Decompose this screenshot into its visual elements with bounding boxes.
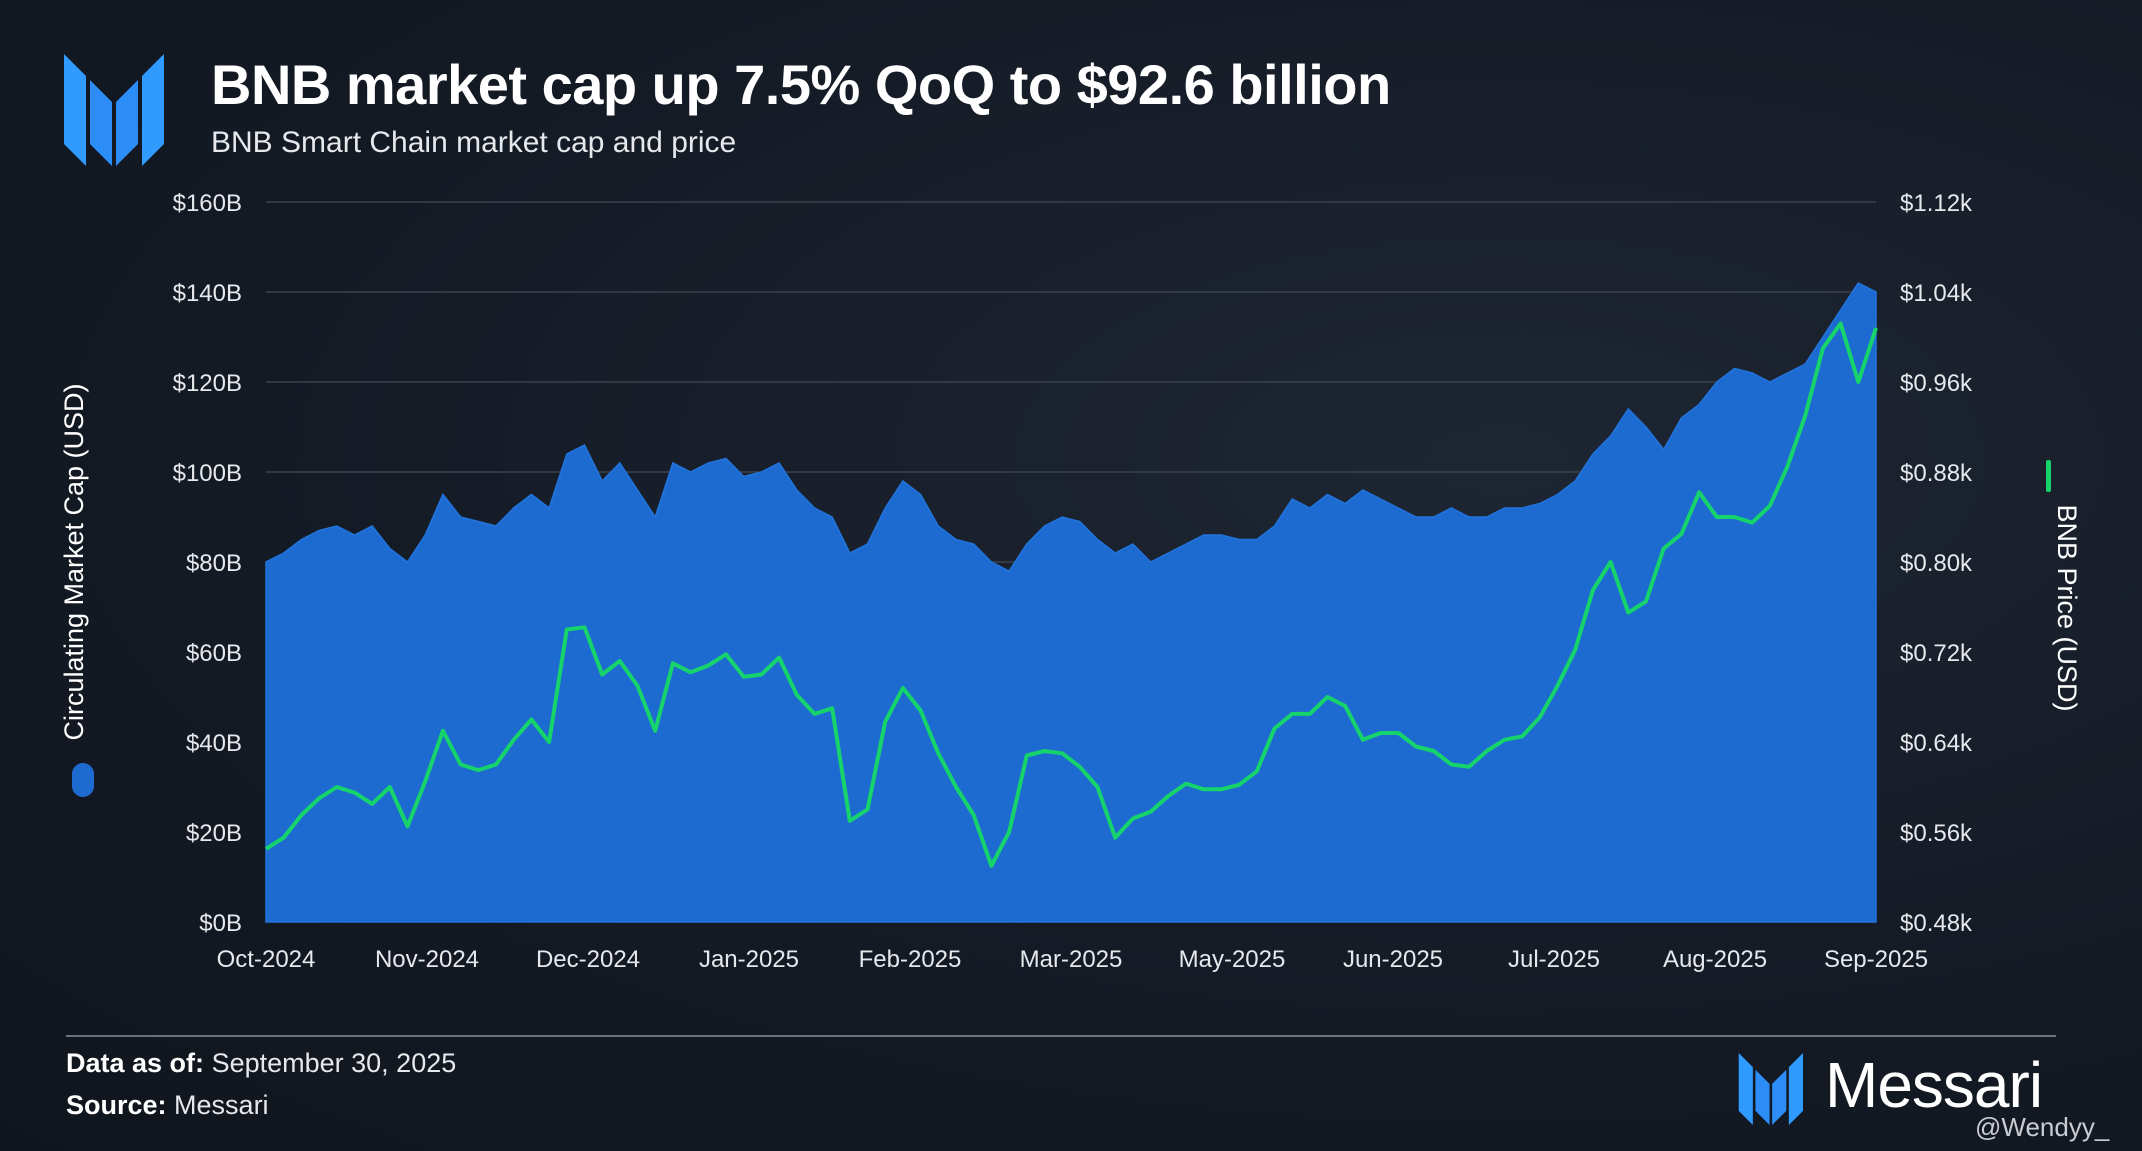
source: Source: Messari — [66, 1090, 269, 1121]
right-tick-label: $0.88k — [1900, 460, 1973, 487]
x-tick-label: Jan-2025 — [699, 946, 799, 973]
messari-wordmark: Messari — [1825, 1049, 2043, 1121]
right-tick-label: $0.48k — [1900, 910, 1973, 937]
right-axis-ticks: $0.48k $0.56k $0.64k $0.72k $0.80k $0.88k $0.9… — [1900, 190, 1973, 937]
data-as-of-label: Data as of: — [66, 1048, 205, 1078]
source-label: Source: — [66, 1090, 167, 1120]
data-as-of-value: September 30, 2025 — [211, 1048, 457, 1078]
left-tick-label: $20B — [186, 820, 242, 847]
x-tick-label: Feb-2025 — [859, 946, 962, 973]
data-as-of: Data as of: September 30, 2025 — [66, 1048, 456, 1079]
market-cap-area — [265, 282, 1877, 923]
left-tick-label: $0B — [199, 910, 242, 937]
bnb-price-line — [264, 321, 1878, 868]
page-subtitle: BNB Smart Chain market cap and price — [211, 126, 737, 159]
messari-brand-icon — [1738, 1053, 1803, 1125]
x-tick-label: Oct-2024 — [217, 946, 316, 973]
left-tick-label: $80B — [186, 550, 242, 577]
left-tick-label: $140B — [173, 280, 242, 307]
watermark: @Wendyy_ — [1975, 1112, 2110, 1142]
left-tick-label: $100B — [173, 460, 242, 487]
axis-titles: Circulating Market Cap (USD) BNB Price (U… — [59, 383, 2082, 797]
right-tick-label: $1.12k — [1900, 190, 1973, 217]
right-tick-label: $1.04k — [1900, 280, 1973, 307]
x-tick-label: May-2025 — [1179, 946, 1286, 973]
footer-divider — [66, 1035, 2056, 1037]
left-tick-label: $40B — [186, 730, 242, 757]
left-tick-label: $120B — [173, 370, 242, 397]
left-axis-title: Circulating Market Cap (USD) — [59, 383, 89, 740]
left-tick-label: $160B — [173, 190, 242, 217]
x-tick-label: Dec-2024 — [536, 946, 640, 973]
x-tick-label: Jun-2025 — [1343, 946, 1443, 973]
right-tick-label: $0.72k — [1900, 640, 1973, 667]
x-tick-label: Aug-2025 — [1663, 946, 1767, 973]
right-axis-title: BNB Price (USD) — [2052, 504, 2082, 711]
line-layer — [264, 321, 1878, 868]
left-tick-label: $60B — [186, 640, 242, 667]
right-tick-label: $0.80k — [1900, 550, 1973, 577]
messari-logo-icon — [64, 54, 164, 166]
x-tick-label: Sep-2025 — [1824, 946, 1928, 973]
x-axis-ticks: Oct-2024 Nov-2024 Dec-2024 Jan-2025 Feb-2025… — [217, 946, 1928, 973]
left-axis-ticks: $0B $20B $40B $60B $80B $100B $120B $140B $160B — [173, 190, 242, 937]
page-title: BNB market cap up 7.5% QoQ to $92.6 bill… — [211, 53, 1391, 116]
x-tick-label: Mar-2025 — [1020, 946, 1123, 973]
right-tick-label: $0.64k — [1900, 730, 1973, 757]
right-tick-label: $0.96k — [1900, 370, 1973, 397]
right-tick-label: $0.56k — [1900, 820, 1973, 847]
x-tick-label: Jul-2025 — [1508, 946, 1600, 973]
source-value: Messari — [174, 1090, 269, 1120]
x-tick-label: Nov-2024 — [375, 946, 479, 973]
right-axis-legend-swatch — [2046, 460, 2051, 492]
left-axis-legend-swatch — [72, 763, 94, 797]
area-layer — [265, 282, 1877, 923]
